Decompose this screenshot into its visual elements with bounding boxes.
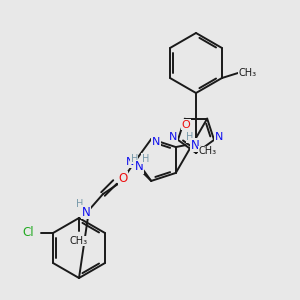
- Text: H: H: [76, 199, 84, 209]
- Text: N: N: [215, 132, 223, 142]
- Text: O: O: [118, 172, 127, 184]
- Text: H: H: [186, 132, 194, 142]
- Text: H: H: [130, 154, 138, 164]
- Text: O: O: [182, 120, 190, 130]
- Text: N: N: [152, 137, 160, 147]
- Text: CH₃: CH₃: [199, 146, 217, 156]
- Text: N: N: [82, 206, 90, 218]
- Text: H: H: [142, 154, 149, 164]
- Text: N: N: [135, 160, 144, 173]
- Text: Cl: Cl: [22, 226, 34, 239]
- Text: CH₃: CH₃: [239, 68, 257, 78]
- Text: CH₃: CH₃: [70, 236, 88, 246]
- Text: N: N: [126, 157, 134, 167]
- Text: N: N: [169, 132, 177, 142]
- Text: N: N: [190, 139, 199, 152]
